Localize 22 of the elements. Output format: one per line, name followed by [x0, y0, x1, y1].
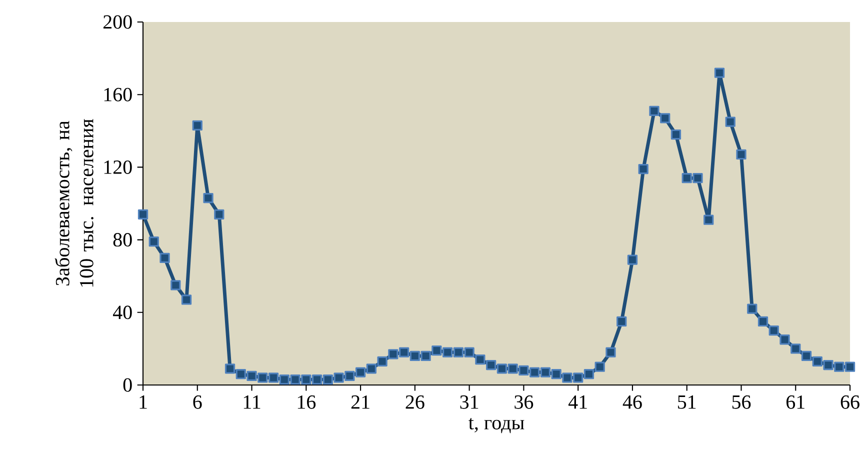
x-tick-label: 61 [786, 395, 804, 409]
x-tick-label: 36 [514, 395, 534, 409]
x-tick-label: 51 [678, 395, 696, 409]
x-tick-label: 66 [840, 395, 860, 409]
x-axis-title: t, годы [468, 418, 524, 434]
y-tick-label: 120 [104, 160, 132, 174]
y-tick-label: 200 [103, 15, 132, 29]
x-tick-label: 16 [298, 395, 316, 409]
x-tick-label: 11 [244, 395, 260, 409]
y-tick-label: 80 [113, 233, 132, 247]
y-tick-label: 0 [123, 378, 132, 392]
x-tick-label: 46 [622, 395, 642, 409]
x-tick-label: 21 [351, 395, 370, 409]
x-tick-label: 6 [193, 395, 202, 409]
x-tick-label: 41 [568, 395, 587, 409]
x-tick-label: 31 [460, 395, 478, 409]
y-tick-label: 40 [113, 306, 132, 320]
y-axis-title: Заболеваемость, на 100 тыс. населения [54, 118, 94, 287]
x-tick-label: 26 [406, 395, 424, 409]
x-tick-label: 1 [140, 395, 147, 409]
y-tick-label: 160 [104, 88, 132, 102]
x-tick-label: 56 [732, 395, 751, 409]
